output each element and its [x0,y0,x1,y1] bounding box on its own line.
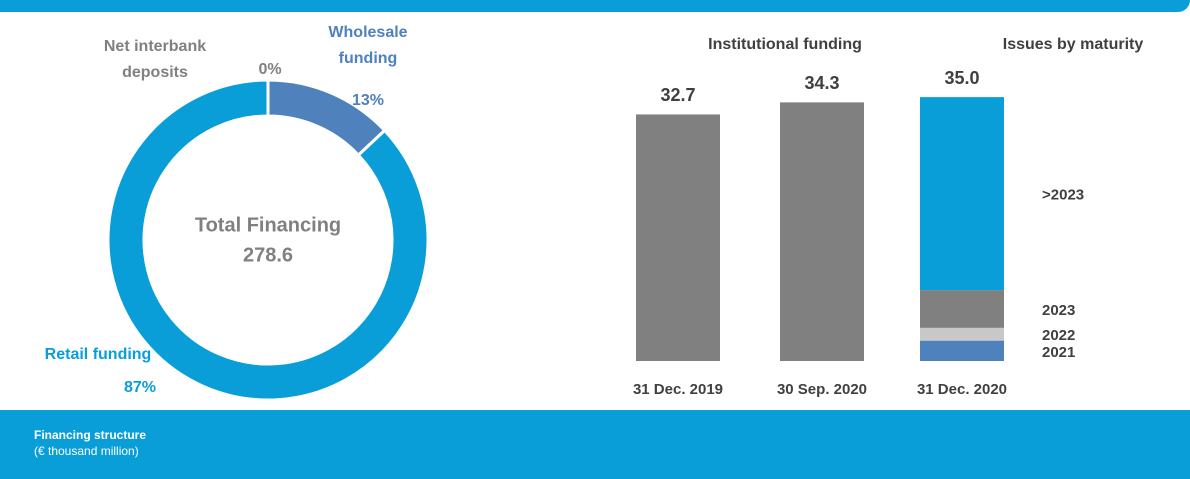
slice-label: Net interbank deposits [103,38,207,81]
bar [636,114,720,361]
center-total: 278.6 [243,244,293,266]
bar-segment [920,97,1004,291]
value-label: 32.7 [660,85,695,105]
value-label: 34.3 [804,73,839,93]
bar [780,102,864,362]
donut-slice [106,78,430,402]
footer: Financing structure (€ thousand million) [0,410,1190,479]
x-tick-label: 31 Dec. 2020 [917,381,1007,398]
value-label: 35.0 [944,68,979,88]
segment-label: 2022 [1042,327,1075,344]
slice-value-label: 13% [351,92,385,109]
center-label: Total Financing [195,214,341,236]
x-tick-label: 31 Dec. 2019 [633,381,723,398]
segment-label: 2021 [1042,344,1075,361]
slice-value-label: 87% [123,379,157,396]
x-tick-label: 30 Sep. 2020 [777,381,867,398]
segment-label: 2023 [1042,302,1075,319]
breakdown-title: Issues by maturity [1003,36,1144,53]
slice-label: Wholesale funding [328,24,408,67]
bar-segment [920,340,1004,361]
header-band [0,0,1190,12]
bar-segment [920,327,1004,341]
footer-subtitle: (€ thousand million) [34,444,139,458]
segment-label: >2023 [1042,187,1084,204]
slice-label: Retail funding [44,346,152,363]
chart-title: Institutional funding [708,36,862,53]
footer-title: Financing structure [34,428,147,442]
bar-segment [920,290,1004,328]
slice-value-label: 0% [258,61,282,78]
chart: Total Financing 278.6 Institutional fundin… [106,36,1144,402]
